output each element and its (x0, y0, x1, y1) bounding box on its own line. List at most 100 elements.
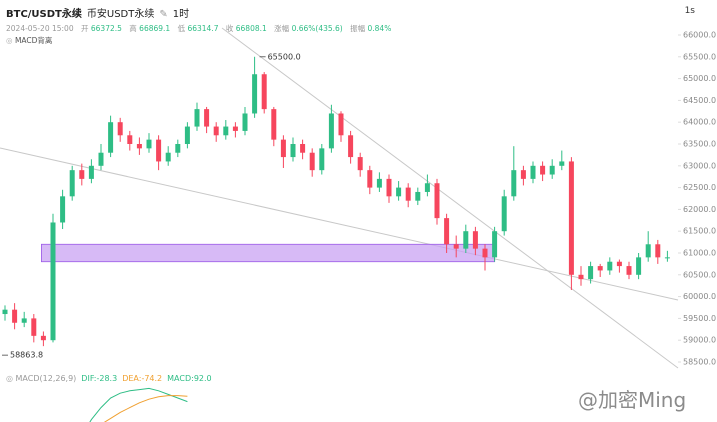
refresh[interactable]: 1s (684, 6, 695, 16)
y-tick-label: 60000.0 (683, 292, 716, 301)
candle-body (520, 170, 526, 179)
y-tick-label: 61000.0 (683, 249, 716, 258)
candle-body (396, 187, 402, 197)
candle-body (252, 74, 258, 114)
candle-body (127, 135, 133, 144)
candle-body (568, 161, 574, 275)
candle-body (319, 148, 325, 171)
y-tick-label: 66000.0 (683, 31, 716, 40)
candle-body (261, 74, 267, 110)
candle-body (40, 335, 46, 341)
candle-body (492, 231, 498, 258)
y-tick-label: 63000.0 (683, 161, 716, 170)
candle-body (69, 170, 75, 197)
macd-name: MACD(12,26,9) (15, 374, 77, 383)
candle-body (607, 261, 613, 271)
value: 66372.5 (90, 24, 122, 33)
y-tick-label: 60500.0 (683, 270, 716, 279)
candle-body (482, 248, 488, 258)
candle-body (540, 165, 546, 175)
candle-body (108, 122, 114, 153)
candle-body (453, 244, 459, 249)
candle-body (655, 244, 661, 258)
candle-body (21, 318, 27, 323)
candle-body (271, 109, 277, 140)
candle-body (530, 165, 536, 179)
candle-body (511, 170, 517, 197)
candle-body (232, 126, 238, 131)
candle-body (242, 113, 248, 131)
candle-body (386, 178, 392, 197)
candle-body (472, 231, 478, 249)
candle-body (405, 187, 411, 201)
candle-body (376, 178, 382, 188)
label: 低 (177, 24, 186, 33)
candle-body (79, 170, 85, 179)
candle-body (290, 144, 296, 158)
candle-body (424, 183, 430, 192)
candle-body (194, 109, 200, 127)
candle-body (549, 165, 555, 175)
candle-body (300, 144, 306, 153)
candle-body (280, 139, 286, 158)
candle-body (444, 218, 450, 245)
candle-body (664, 257, 670, 259)
value: 0.84% (367, 24, 392, 33)
candle-body (588, 266, 594, 280)
indicator[interactable]: ◎ MACD背离 (6, 36, 53, 45)
macd-line (103, 395, 188, 422)
candle-body (415, 191, 421, 201)
label: 收 (225, 24, 234, 33)
candle-body (328, 113, 334, 149)
trend-line (0, 147, 679, 301)
y-tick-label: 63500.0 (683, 140, 716, 149)
candle-body (559, 161, 565, 166)
label: 振幅 (350, 24, 366, 33)
y-tick-label: 64500.0 (683, 96, 716, 105)
candle-body (50, 222, 56, 341)
candle-body (357, 157, 363, 171)
label: 开 (80, 24, 89, 33)
y-tick-label: 61500.0 (683, 227, 716, 236)
dif: DIF:-28.3 (81, 374, 118, 383)
candle-body (309, 152, 315, 171)
candle-body (463, 231, 469, 249)
symbol[interactable]: BTC/USDT永续 (6, 9, 82, 20)
candle-body (117, 122, 123, 136)
ohlc-info: 2024-05-20 15:00 开 66372.5 高 66869.1 低 6… (6, 23, 391, 34)
label: 高 (129, 24, 137, 33)
y-tick-label: 59500.0 (683, 314, 716, 323)
y-tick-label: 62500.0 (683, 183, 716, 192)
macd-line (89, 387, 188, 422)
y-tick-label: 65000.0 (683, 74, 716, 83)
candle-body (136, 144, 142, 149)
candle-body (434, 183, 440, 219)
candle-body (616, 261, 622, 267)
edit-icon[interactable]: ✎ (159, 9, 168, 20)
candle-body (156, 139, 162, 162)
candle-body (213, 126, 219, 136)
candle-body (165, 152, 171, 162)
annotation: 58863.8 (10, 351, 43, 360)
candle-body (348, 135, 354, 158)
y-tick-label: 59000.0 (683, 336, 716, 345)
macd-info: ◎ MACD(12,26,9) DIF:-28.3 DEA:-74.2 MACD:92… (6, 374, 212, 383)
candle-body (367, 170, 373, 188)
time: 2024-05-20 15:00 (6, 24, 74, 33)
candle-body (223, 126, 229, 136)
candle-body (98, 152, 104, 166)
value: 66869.1 (139, 24, 171, 33)
macd: MACD:92.0 (167, 374, 212, 383)
y-tick-label: 64000.0 (683, 118, 716, 127)
value: 66314.7 (187, 24, 219, 33)
label: 涨幅 (274, 24, 290, 33)
candle-body (12, 309, 18, 323)
candle-body (597, 266, 603, 271)
annotation: 65500.0 (268, 52, 301, 61)
y-tick-label: 58500.0 (683, 358, 716, 367)
y-tick-label: 62000.0 (683, 205, 716, 214)
interval[interactable]: 1时 (172, 9, 190, 20)
market: 币安USDT永续 (86, 9, 155, 20)
